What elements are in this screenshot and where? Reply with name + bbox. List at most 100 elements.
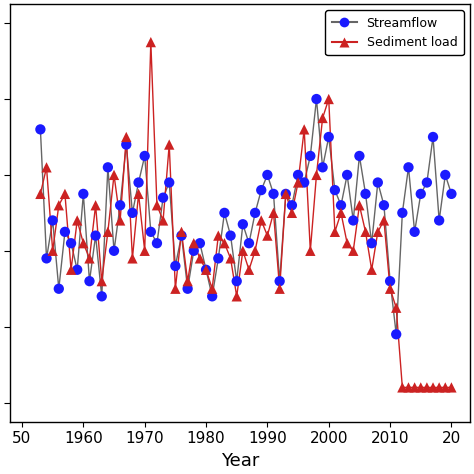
Point <box>67 239 75 247</box>
Point <box>61 228 69 236</box>
Point <box>86 255 93 262</box>
Point <box>92 201 100 209</box>
Point <box>215 232 222 239</box>
Point <box>294 179 302 186</box>
Point <box>122 141 130 148</box>
Point <box>178 232 185 239</box>
Point <box>405 164 412 171</box>
Point <box>147 228 155 236</box>
Point <box>80 239 87 247</box>
Point <box>276 277 283 285</box>
Point <box>73 266 81 273</box>
Point <box>429 133 437 141</box>
Point <box>141 247 148 255</box>
Point <box>441 171 449 179</box>
Point <box>184 285 191 292</box>
Point <box>221 239 228 247</box>
Point <box>86 277 93 285</box>
Point <box>165 141 173 148</box>
Point <box>294 171 302 179</box>
Point <box>362 190 369 198</box>
Point <box>429 383 437 391</box>
Point <box>159 217 167 224</box>
Point <box>399 209 406 217</box>
Point <box>313 95 320 103</box>
Point <box>374 179 382 186</box>
Point <box>196 255 204 262</box>
Point <box>362 228 369 236</box>
Point <box>392 330 400 338</box>
Point <box>239 220 246 228</box>
Point <box>92 232 100 239</box>
Point <box>141 152 148 160</box>
Point <box>319 114 327 122</box>
Point <box>116 201 124 209</box>
Point <box>257 186 265 194</box>
Point <box>104 164 112 171</box>
Point <box>356 201 363 209</box>
Point <box>73 217 81 224</box>
Point <box>374 228 382 236</box>
Point <box>313 171 320 179</box>
Point <box>128 209 136 217</box>
Point <box>104 228 112 236</box>
Point <box>368 266 375 273</box>
Point <box>380 217 388 224</box>
Point <box>386 277 394 285</box>
Point <box>251 247 259 255</box>
Point <box>441 383 449 391</box>
Point <box>227 232 234 239</box>
Point <box>55 285 63 292</box>
Point <box>221 209 228 217</box>
Point <box>227 255 234 262</box>
Point <box>172 262 179 270</box>
Point <box>36 126 44 133</box>
Point <box>417 383 425 391</box>
Point <box>49 247 56 255</box>
Point <box>98 292 106 300</box>
Point <box>110 247 118 255</box>
Point <box>128 255 136 262</box>
X-axis label: Year: Year <box>220 452 259 470</box>
Point <box>190 239 198 247</box>
Point <box>343 171 351 179</box>
Point <box>251 209 259 217</box>
Point <box>337 201 345 209</box>
Point <box>349 247 357 255</box>
Point <box>392 304 400 311</box>
Point <box>165 179 173 186</box>
Point <box>307 152 314 160</box>
Point <box>202 266 210 273</box>
Point <box>337 209 345 217</box>
Point <box>264 232 271 239</box>
Point <box>202 266 210 273</box>
Point <box>356 152 363 160</box>
Point <box>135 190 142 198</box>
Point <box>110 171 118 179</box>
Point <box>153 201 161 209</box>
Point <box>386 285 394 292</box>
Point <box>331 186 338 194</box>
Point <box>270 209 277 217</box>
Point <box>209 292 216 300</box>
Point <box>98 277 106 285</box>
Point <box>55 201 63 209</box>
Point <box>61 190 69 198</box>
Point <box>36 190 44 198</box>
Point <box>209 285 216 292</box>
Point <box>368 239 375 247</box>
Point <box>67 266 75 273</box>
Point <box>264 171 271 179</box>
Point <box>159 194 167 201</box>
Point <box>423 179 431 186</box>
Point <box>153 239 161 247</box>
Point <box>447 190 455 198</box>
Legend: Streamflow, Sediment load: Streamflow, Sediment load <box>325 10 464 55</box>
Point <box>288 201 296 209</box>
Point <box>196 239 204 247</box>
Point <box>282 190 290 198</box>
Point <box>411 228 419 236</box>
Point <box>178 228 185 236</box>
Point <box>233 277 240 285</box>
Point <box>147 38 155 46</box>
